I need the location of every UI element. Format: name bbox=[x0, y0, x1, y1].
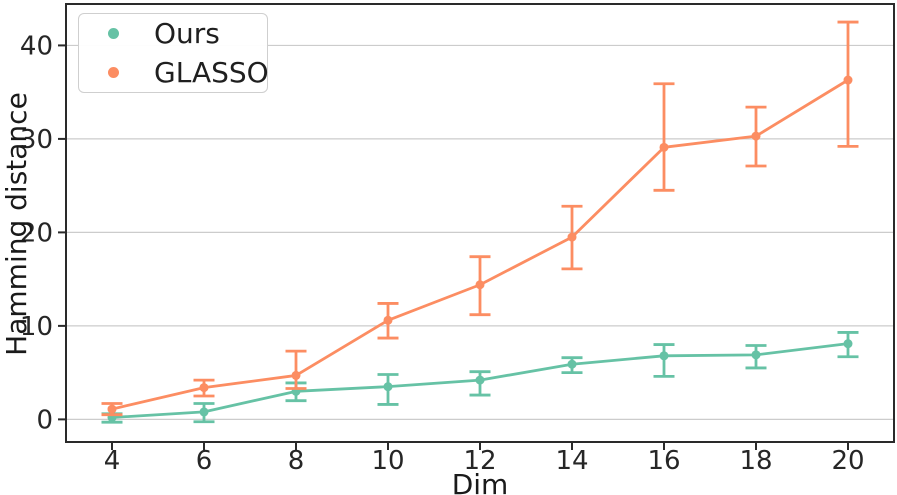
x-tick-label: 12 bbox=[463, 446, 496, 476]
data-point-marker bbox=[383, 382, 393, 392]
x-tick-label: 14 bbox=[555, 446, 588, 476]
data-point-marker bbox=[567, 359, 577, 369]
x-tick-label: 8 bbox=[288, 446, 305, 476]
x-tick-label: 18 bbox=[739, 446, 772, 476]
data-point-marker bbox=[659, 142, 669, 152]
data-point-marker bbox=[567, 232, 577, 242]
data-point-marker bbox=[843, 339, 853, 349]
y-axis-label: Hamming distance bbox=[0, 92, 33, 356]
y-tick-label: 20 bbox=[20, 218, 53, 248]
y-tick-label: 10 bbox=[20, 312, 53, 342]
data-point-marker bbox=[383, 315, 393, 325]
data-point-marker bbox=[475, 375, 485, 385]
data-point-marker bbox=[659, 351, 669, 361]
data-point-marker bbox=[199, 407, 209, 417]
legend-entry-glasso[interactable]: GLASSO bbox=[79, 53, 269, 92]
legend-label-ours: Ours bbox=[154, 16, 220, 50]
y-tick-label: 0 bbox=[36, 405, 53, 435]
x-tick-label: 6 bbox=[196, 446, 213, 476]
legend-label-glasso: GLASSO bbox=[154, 55, 269, 89]
x-tick-label: 10 bbox=[371, 446, 404, 476]
x-tick-label: 20 bbox=[831, 446, 864, 476]
data-point-marker bbox=[751, 350, 761, 360]
data-point-marker bbox=[291, 370, 301, 380]
y-tick-label: 40 bbox=[20, 31, 53, 61]
data-point-marker bbox=[199, 383, 209, 393]
data-point-marker bbox=[107, 404, 117, 414]
x-axis-label: Dim bbox=[451, 468, 509, 495]
legend-entry-ours[interactable]: Ours bbox=[79, 14, 267, 53]
y-tick-label: 30 bbox=[20, 125, 53, 155]
series-line-glasso bbox=[111, 78, 849, 411]
data-point-marker bbox=[751, 131, 761, 141]
legend-marker-glasso-icon bbox=[108, 67, 119, 78]
legend-marker-ours-icon bbox=[108, 28, 119, 39]
data-point-marker bbox=[843, 75, 853, 85]
x-tick-label: 16 bbox=[647, 446, 680, 476]
data-point-marker bbox=[475, 280, 485, 290]
legend[interactable]: Ours GLASSO bbox=[78, 13, 269, 93]
x-tick-label: 4 bbox=[104, 446, 121, 476]
